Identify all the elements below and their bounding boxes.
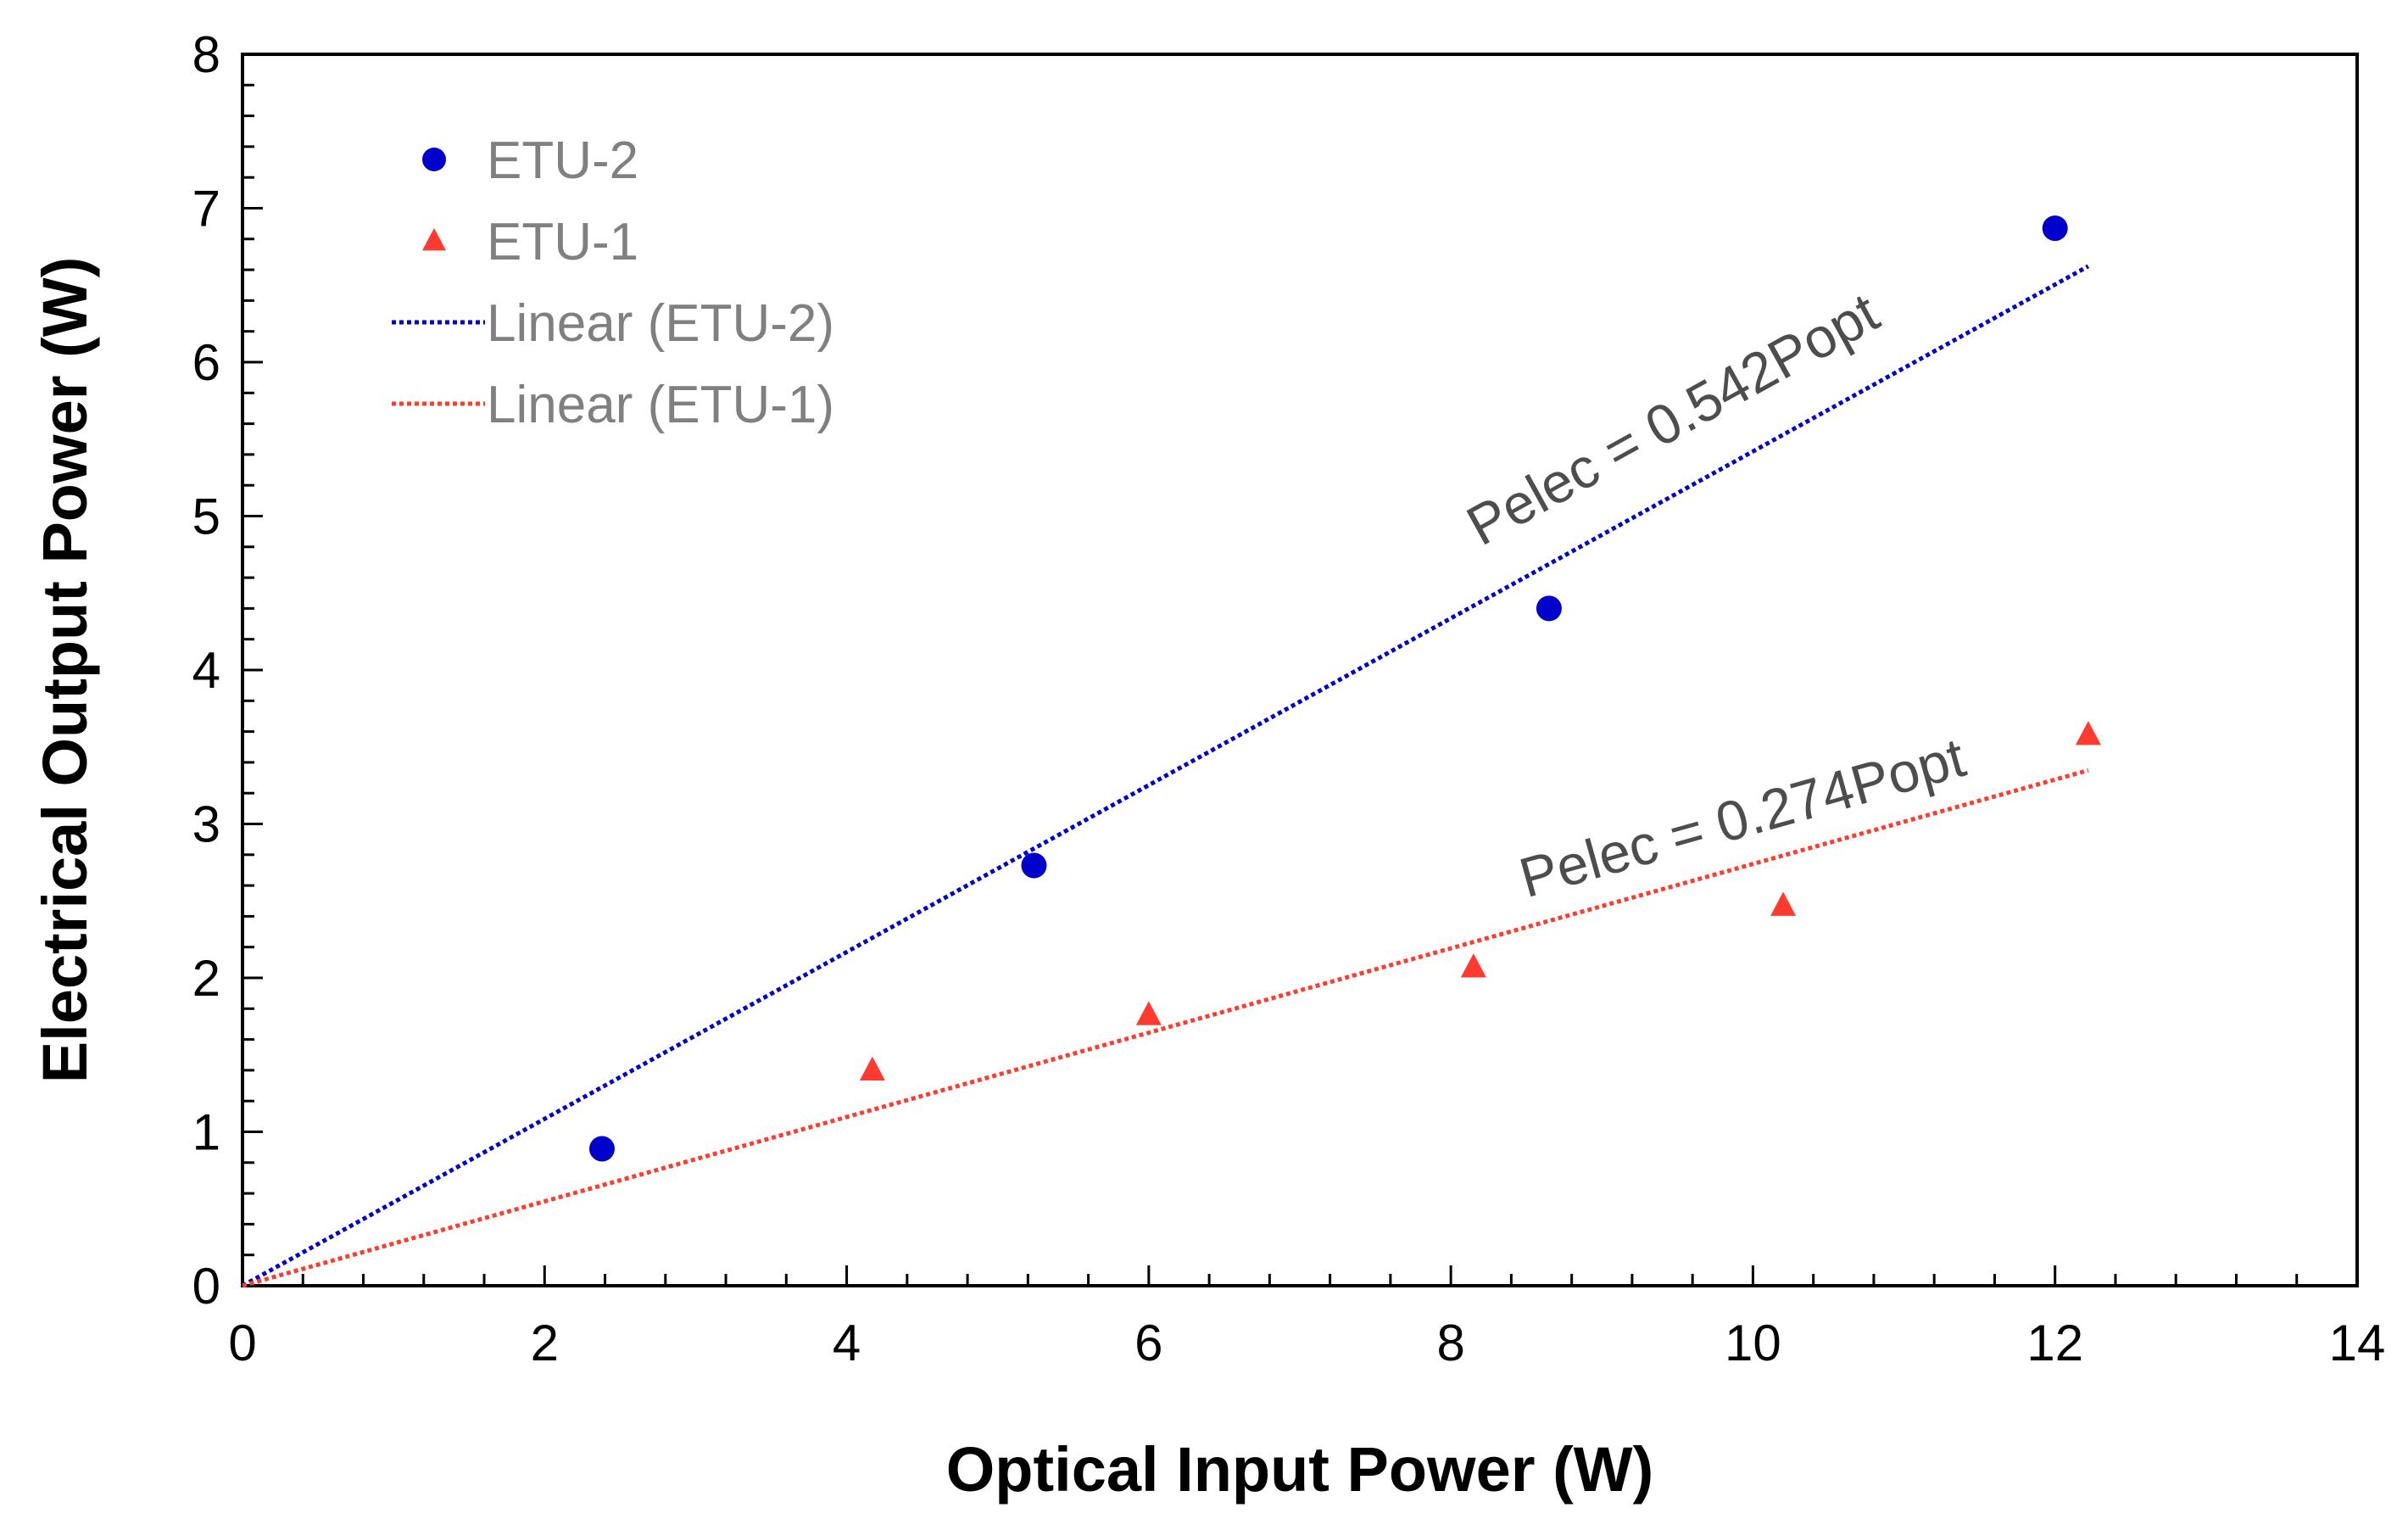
y-tick-label: 7	[192, 181, 220, 237]
point-etu-1	[1460, 953, 1486, 978]
y-tick-label: 4	[192, 642, 220, 699]
x-tick-label: 8	[1436, 1315, 1464, 1371]
y-tick-label: 1	[192, 1104, 220, 1161]
x-tick-label: 12	[2026, 1315, 2083, 1371]
point-etu-1	[1770, 891, 1797, 916]
y-tick-label: 2	[192, 950, 220, 1007]
fit-equation-label: Pelec = 0.542Popt	[1457, 281, 1889, 557]
y-axis-title: Electrical Output Power (W)	[30, 257, 100, 1083]
legend-marker-circle	[422, 148, 446, 171]
x-tick-label: 6	[1134, 1315, 1162, 1371]
x-tick-label: 0	[228, 1315, 256, 1371]
x-tick-label: 4	[833, 1315, 861, 1371]
legend-marker-triangle	[422, 227, 446, 251]
y-tick-label: 5	[192, 489, 220, 545]
point-etu-1	[859, 1056, 885, 1081]
point-etu-2	[1021, 852, 1047, 879]
trendline-etu-1	[242, 768, 2089, 1288]
y-tick-label: 8	[192, 26, 220, 83]
trendlines	[241, 264, 2090, 1288]
legend-label: Linear (ETU-2)	[487, 294, 834, 353]
x-axis-title: Optical Input Power (W)	[946, 1434, 1654, 1505]
x-tick-label: 10	[1725, 1315, 1781, 1371]
point-etu-1	[1135, 1001, 1162, 1025]
fit-equation-label: Pelec = 0.274Popt	[1513, 725, 1971, 909]
point-etu-2	[588, 1136, 615, 1162]
x-tick-label: 2	[531, 1315, 559, 1371]
data-points	[588, 215, 2101, 1162]
legend: ETU-2 ETU-1 Linear (ETU-2) Linear (ETU-1)	[392, 131, 834, 434]
y-tick-label: 6	[192, 334, 220, 391]
legend-label: Linear (ETU-1)	[487, 376, 834, 434]
legend-label: ETU-2	[487, 131, 638, 190]
legend-label: ETU-1	[487, 213, 638, 271]
y-tick-label: 3	[192, 796, 220, 853]
point-etu-2	[1536, 595, 1562, 622]
trendline-etu-2	[241, 264, 2090, 1288]
point-etu-2	[2042, 215, 2068, 242]
x-tick-label: 14	[2329, 1315, 2386, 1371]
y-tick-label: 0	[192, 1258, 220, 1315]
point-etu-1	[2075, 721, 2101, 745]
